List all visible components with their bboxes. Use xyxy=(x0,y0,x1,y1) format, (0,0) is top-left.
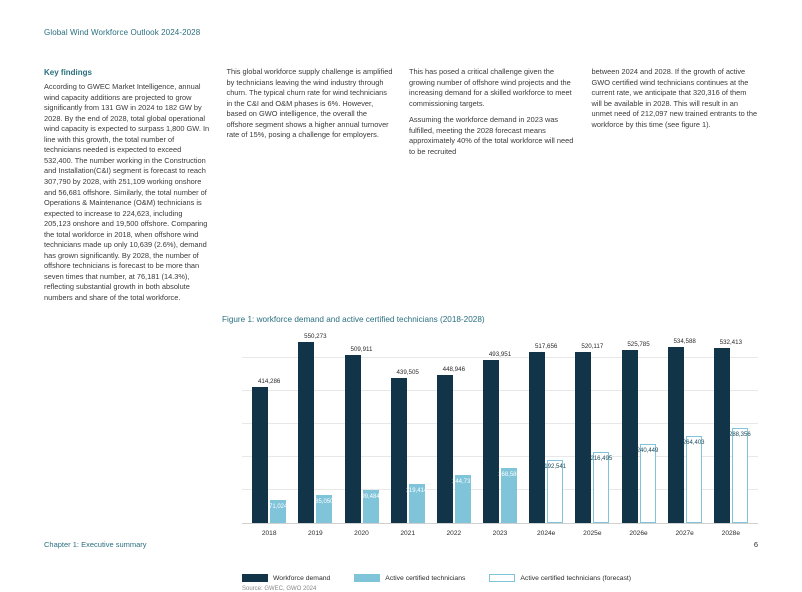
value-label-active: 71,024 xyxy=(269,504,287,510)
swatch-active xyxy=(354,574,380,582)
x-category: 2027e xyxy=(675,530,693,537)
swatch-demand xyxy=(242,574,268,582)
bar-demand xyxy=(391,378,407,523)
value-label-demand: 534,588 xyxy=(673,338,695,345)
bar-forecast xyxy=(640,444,656,523)
x-category: 2028e xyxy=(722,530,740,537)
value-label-demand: 525,785 xyxy=(627,341,649,348)
bar-forecast xyxy=(732,428,748,523)
key-findings-heading: Key findings xyxy=(44,67,211,78)
body-text: According to GWEC Market Intelligence, a… xyxy=(44,82,211,303)
value-label-forecast: 240,449 xyxy=(637,448,659,454)
chart-source: Source: GWEC, GWO 2024 xyxy=(222,586,758,592)
value-label-active: 85,050 xyxy=(315,499,333,505)
bar-demand xyxy=(252,387,268,524)
legend-label: Workforce demand xyxy=(273,575,330,582)
bar-demand xyxy=(668,347,684,523)
footer-chapter: Chapter 1: Executive summary xyxy=(44,540,147,549)
bar-demand xyxy=(483,360,499,523)
bar-demand xyxy=(437,375,453,523)
x-category: 2019 xyxy=(308,530,323,537)
body-text: This global workforce supply challenge i… xyxy=(227,67,394,141)
document-title: Global Wind Workforce Outlook 2024-2028 xyxy=(44,28,758,37)
plot-area: 414,28671,0242018550,27385,0502019509,91… xyxy=(242,336,758,524)
x-category: 2026e xyxy=(629,530,647,537)
x-category: 2022 xyxy=(446,530,461,537)
x-category: 2021 xyxy=(400,530,415,537)
bar-demand xyxy=(345,355,361,523)
x-category: 2023 xyxy=(493,530,508,537)
bar-demand xyxy=(622,350,638,523)
chart: 414,286 71,024 2018 550,273 85,050 2019 509,91… xyxy=(222,330,758,592)
legend-forecast: Active certified technicians (forecast) xyxy=(489,574,631,582)
page-footer: Chapter 1: Executive summary 6 xyxy=(44,540,758,549)
value-label-active: 119,414 xyxy=(406,488,427,494)
bar-demand xyxy=(575,352,591,524)
value-label-demand: 439,505 xyxy=(396,369,418,376)
legend-label: Active certified technicians (forecast) xyxy=(520,575,631,582)
column-1: Key findings According to GWEC Market In… xyxy=(44,67,211,303)
column-2: This global workforce supply challenge i… xyxy=(227,67,394,303)
value-label-demand: 550,273 xyxy=(304,333,326,340)
bar-demand xyxy=(714,348,730,524)
bar-demand xyxy=(529,352,545,523)
value-label-forecast: 216,495 xyxy=(590,456,612,462)
value-label-demand: 532,413 xyxy=(720,339,742,346)
body-text: Assuming the workforce demand in 2023 wa… xyxy=(409,115,576,157)
body-text: This has posed a critical challenge give… xyxy=(409,67,576,109)
value-label-demand: 520,117 xyxy=(581,343,603,350)
value-label-demand: 493,951 xyxy=(489,351,511,358)
x-category: 2025e xyxy=(583,530,601,537)
page-number: 6 xyxy=(754,540,758,549)
text-columns: Key findings According to GWEC Market In… xyxy=(44,67,758,303)
value-label-demand: 414,286 xyxy=(258,378,280,385)
bar-forecast xyxy=(686,436,702,523)
value-label-forecast: 192,541 xyxy=(544,464,566,470)
x-category: 2018 xyxy=(262,530,277,537)
value-label-demand: 517,656 xyxy=(535,343,557,350)
value-label-active: 99,484 xyxy=(361,494,379,500)
value-label-active: 168,586 xyxy=(498,472,520,478)
page: Global Wind Workforce Outlook 2024-2028 … xyxy=(0,0,802,567)
legend-demand: Workforce demand xyxy=(242,574,330,582)
legend: Workforce demand Active certified techni… xyxy=(222,574,758,582)
column-3: This has posed a critical challenge give… xyxy=(409,67,576,303)
x-category: 2020 xyxy=(354,530,369,537)
figure-title: Figure 1: workforce demand and active ce… xyxy=(222,315,758,324)
bar-forecast xyxy=(593,452,609,523)
bar-demand xyxy=(298,342,314,523)
x-category: 2024e xyxy=(537,530,555,537)
swatch-forecast xyxy=(489,574,515,582)
value-label-forecast: 264,403 xyxy=(683,440,705,446)
column-4: between 2024 and 2028. If the growth of … xyxy=(592,67,759,303)
value-label-forecast: 288,356 xyxy=(729,432,751,438)
legend-active: Active certified technicians xyxy=(354,574,465,582)
legend-label: Active certified technicians xyxy=(385,575,465,582)
value-label-active: 144,731 xyxy=(452,479,474,485)
value-label-demand: 509,911 xyxy=(351,346,373,353)
body-text: between 2024 and 2028. If the growth of … xyxy=(592,67,759,130)
value-label-demand: 448,946 xyxy=(443,366,465,373)
